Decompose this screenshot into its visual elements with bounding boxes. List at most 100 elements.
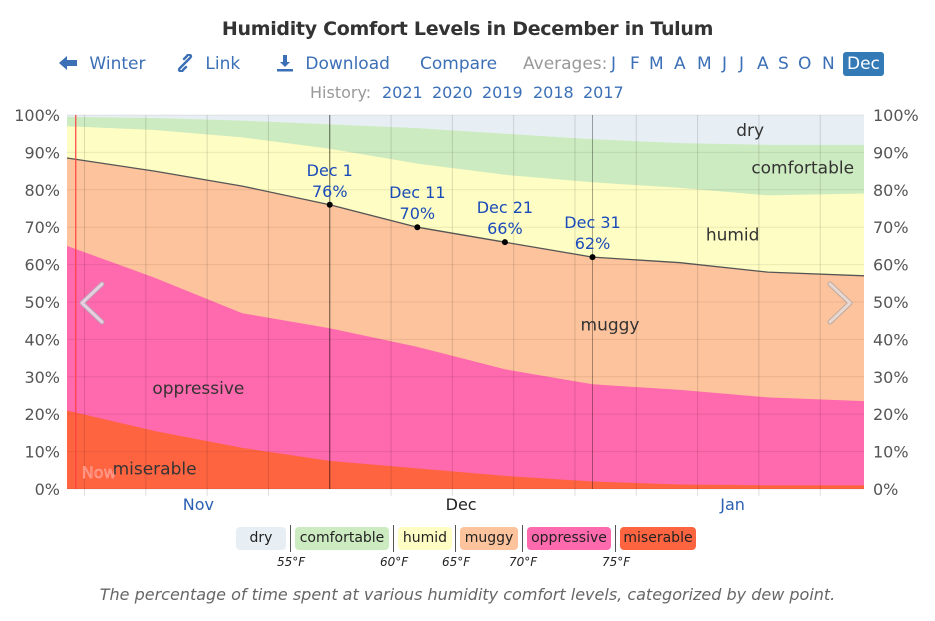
legend-item-muggy: muggy: [460, 527, 518, 550]
month-link-nov[interactable]: N: [822, 54, 835, 74]
band-label-humid: humid: [706, 226, 760, 246]
threshold-65f: 65°F: [442, 555, 471, 569]
month-link-may[interactable]: M: [697, 54, 712, 74]
legend-divider: [615, 525, 616, 552]
download-label: Download: [305, 54, 390, 74]
band-label-oppressive: oppressive: [152, 379, 244, 399]
legend-item-miserable: miserable: [620, 527, 696, 550]
compare-link[interactable]: Compare: [420, 54, 498, 74]
y-tick-label-left: 80%: [24, 181, 60, 200]
legend-divider: [522, 525, 523, 552]
y-tick-label-left: 100%: [14, 106, 60, 125]
band-label-comfortable: comfortable: [751, 158, 854, 178]
y-tick-label-right: 90%: [873, 143, 909, 162]
month-link-oct[interactable]: O: [798, 54, 812, 74]
legend-item-dry: dry: [236, 527, 286, 550]
legend-label: dry: [249, 530, 273, 546]
now-label: Now: [82, 463, 117, 482]
month-link-aug[interactable]: A: [757, 54, 769, 74]
threshold-55f: 55°F: [277, 555, 306, 569]
history-label: History:: [310, 83, 372, 102]
legend-label: humid: [402, 530, 448, 546]
back-winter-link[interactable]: Winter: [58, 52, 145, 76]
y-tick-label-right: 30%: [873, 368, 909, 387]
y-tick-label-left: 10%: [24, 443, 60, 462]
history-bar: History: 2021 2020 2019 2018 2017: [0, 82, 935, 104]
y-tick-label-right: 40%: [873, 330, 909, 349]
y-tick-label-left: 0%: [35, 480, 60, 499]
month-link-sep[interactable]: S: [778, 54, 789, 74]
x-month-label: Dec: [446, 495, 477, 514]
back-label: Winter: [89, 54, 146, 74]
band-label-miserable: miserable: [113, 459, 197, 479]
legend-item-humid: humid: [398, 527, 452, 550]
legend-label: oppressive: [531, 530, 607, 546]
legend-label: comfortable: [299, 530, 385, 546]
y-tick-label-right: 0%: [873, 480, 898, 499]
y-tick-label-left: 20%: [24, 405, 60, 424]
annotation-value: 70%: [400, 204, 436, 223]
legend-label: muggy: [464, 530, 514, 546]
y-tick-label-right: 60%: [873, 256, 909, 275]
y-tick-label-left: 40%: [24, 330, 60, 349]
month-link-feb[interactable]: F: [630, 54, 640, 74]
legend-divider: [393, 525, 394, 552]
threshold-60f: 60°F: [380, 555, 409, 569]
month-link-mar[interactable]: M: [649, 54, 664, 74]
threshold-75f: 75°F: [602, 555, 631, 569]
history-year-link[interactable]: 2021: [382, 83, 423, 102]
month-link-dec-active[interactable]: Dec: [843, 52, 884, 76]
month-link-jul[interactable]: J: [739, 54, 745, 74]
annotation-point: [589, 254, 596, 261]
history-year-link[interactable]: 2019: [482, 83, 523, 102]
history-year-link[interactable]: 2018: [533, 83, 574, 102]
nav-bar: Winter Link Download Compare Averages: J…: [0, 52, 935, 76]
prev-arrow-highlight: [80, 282, 104, 324]
link-label: Link: [205, 54, 241, 74]
annotation-value: 76%: [312, 182, 348, 201]
x-month-label: Nov: [183, 495, 214, 514]
annotation-date: Dec 21: [477, 198, 533, 217]
threshold-70f: 70°F: [509, 555, 538, 569]
y-tick-label-left: 50%: [24, 293, 60, 312]
link-icon: [177, 53, 193, 73]
y-tick-label-left: 70%: [24, 218, 60, 237]
y-tick-label-left: 90%: [24, 143, 60, 162]
page-title: Humidity Comfort Levels in December in T…: [221, 18, 714, 40]
y-tick-label-left: 30%: [24, 368, 60, 387]
legend-divider: [455, 525, 456, 552]
annotation-point: [501, 239, 508, 246]
download-button[interactable]: Download: [276, 52, 390, 76]
history-year-link[interactable]: 2020: [432, 83, 473, 102]
y-tick-label-right: 10%: [873, 443, 909, 462]
month-link-jan[interactable]: J: [611, 54, 617, 74]
averages-label: Averages:: [523, 54, 608, 74]
band-oppressive: [67, 245, 864, 489]
x-month-label: Jan: [719, 495, 745, 514]
legend-divider: [290, 525, 291, 552]
band-label-dry: dry: [736, 121, 764, 141]
y-tick-label-right: 20%: [873, 405, 909, 424]
download-icon: [277, 55, 293, 72]
band-miserable: [67, 410, 864, 489]
humidity-chart: 0% 0% 10% 10% 20% 20% 30% 30% 40% 40% 50% 50% 60% 60%…: [14, 106, 919, 514]
next-arrow-highlight: [828, 282, 852, 324]
y-tick-label-left: 60%: [24, 256, 60, 275]
legend-label: miserable: [623, 530, 693, 546]
annotation-date: Dec 31: [564, 213, 620, 232]
annotation-date: Dec 1: [307, 161, 353, 180]
annotation-value: 66%: [487, 219, 523, 238]
arrow-left-icon: [59, 56, 77, 70]
month-link-jun[interactable]: J: [722, 54, 728, 74]
annotation-value: 62%: [575, 234, 611, 253]
y-tick-label-right: 80%: [873, 181, 909, 200]
annotation-date: Dec 11: [389, 183, 445, 202]
chart-caption: The percentage of time spent at various …: [99, 585, 836, 604]
legend-item-oppressive: oppressive: [527, 527, 611, 550]
history-year-link[interactable]: 2017: [583, 83, 624, 102]
month-link-apr[interactable]: A: [674, 54, 686, 74]
band-label-muggy: muggy: [581, 315, 640, 335]
y-tick-label-right: 100%: [873, 106, 919, 125]
link-button[interactable]: Link: [176, 52, 240, 76]
legend-item-comfortable: comfortable: [295, 527, 389, 550]
